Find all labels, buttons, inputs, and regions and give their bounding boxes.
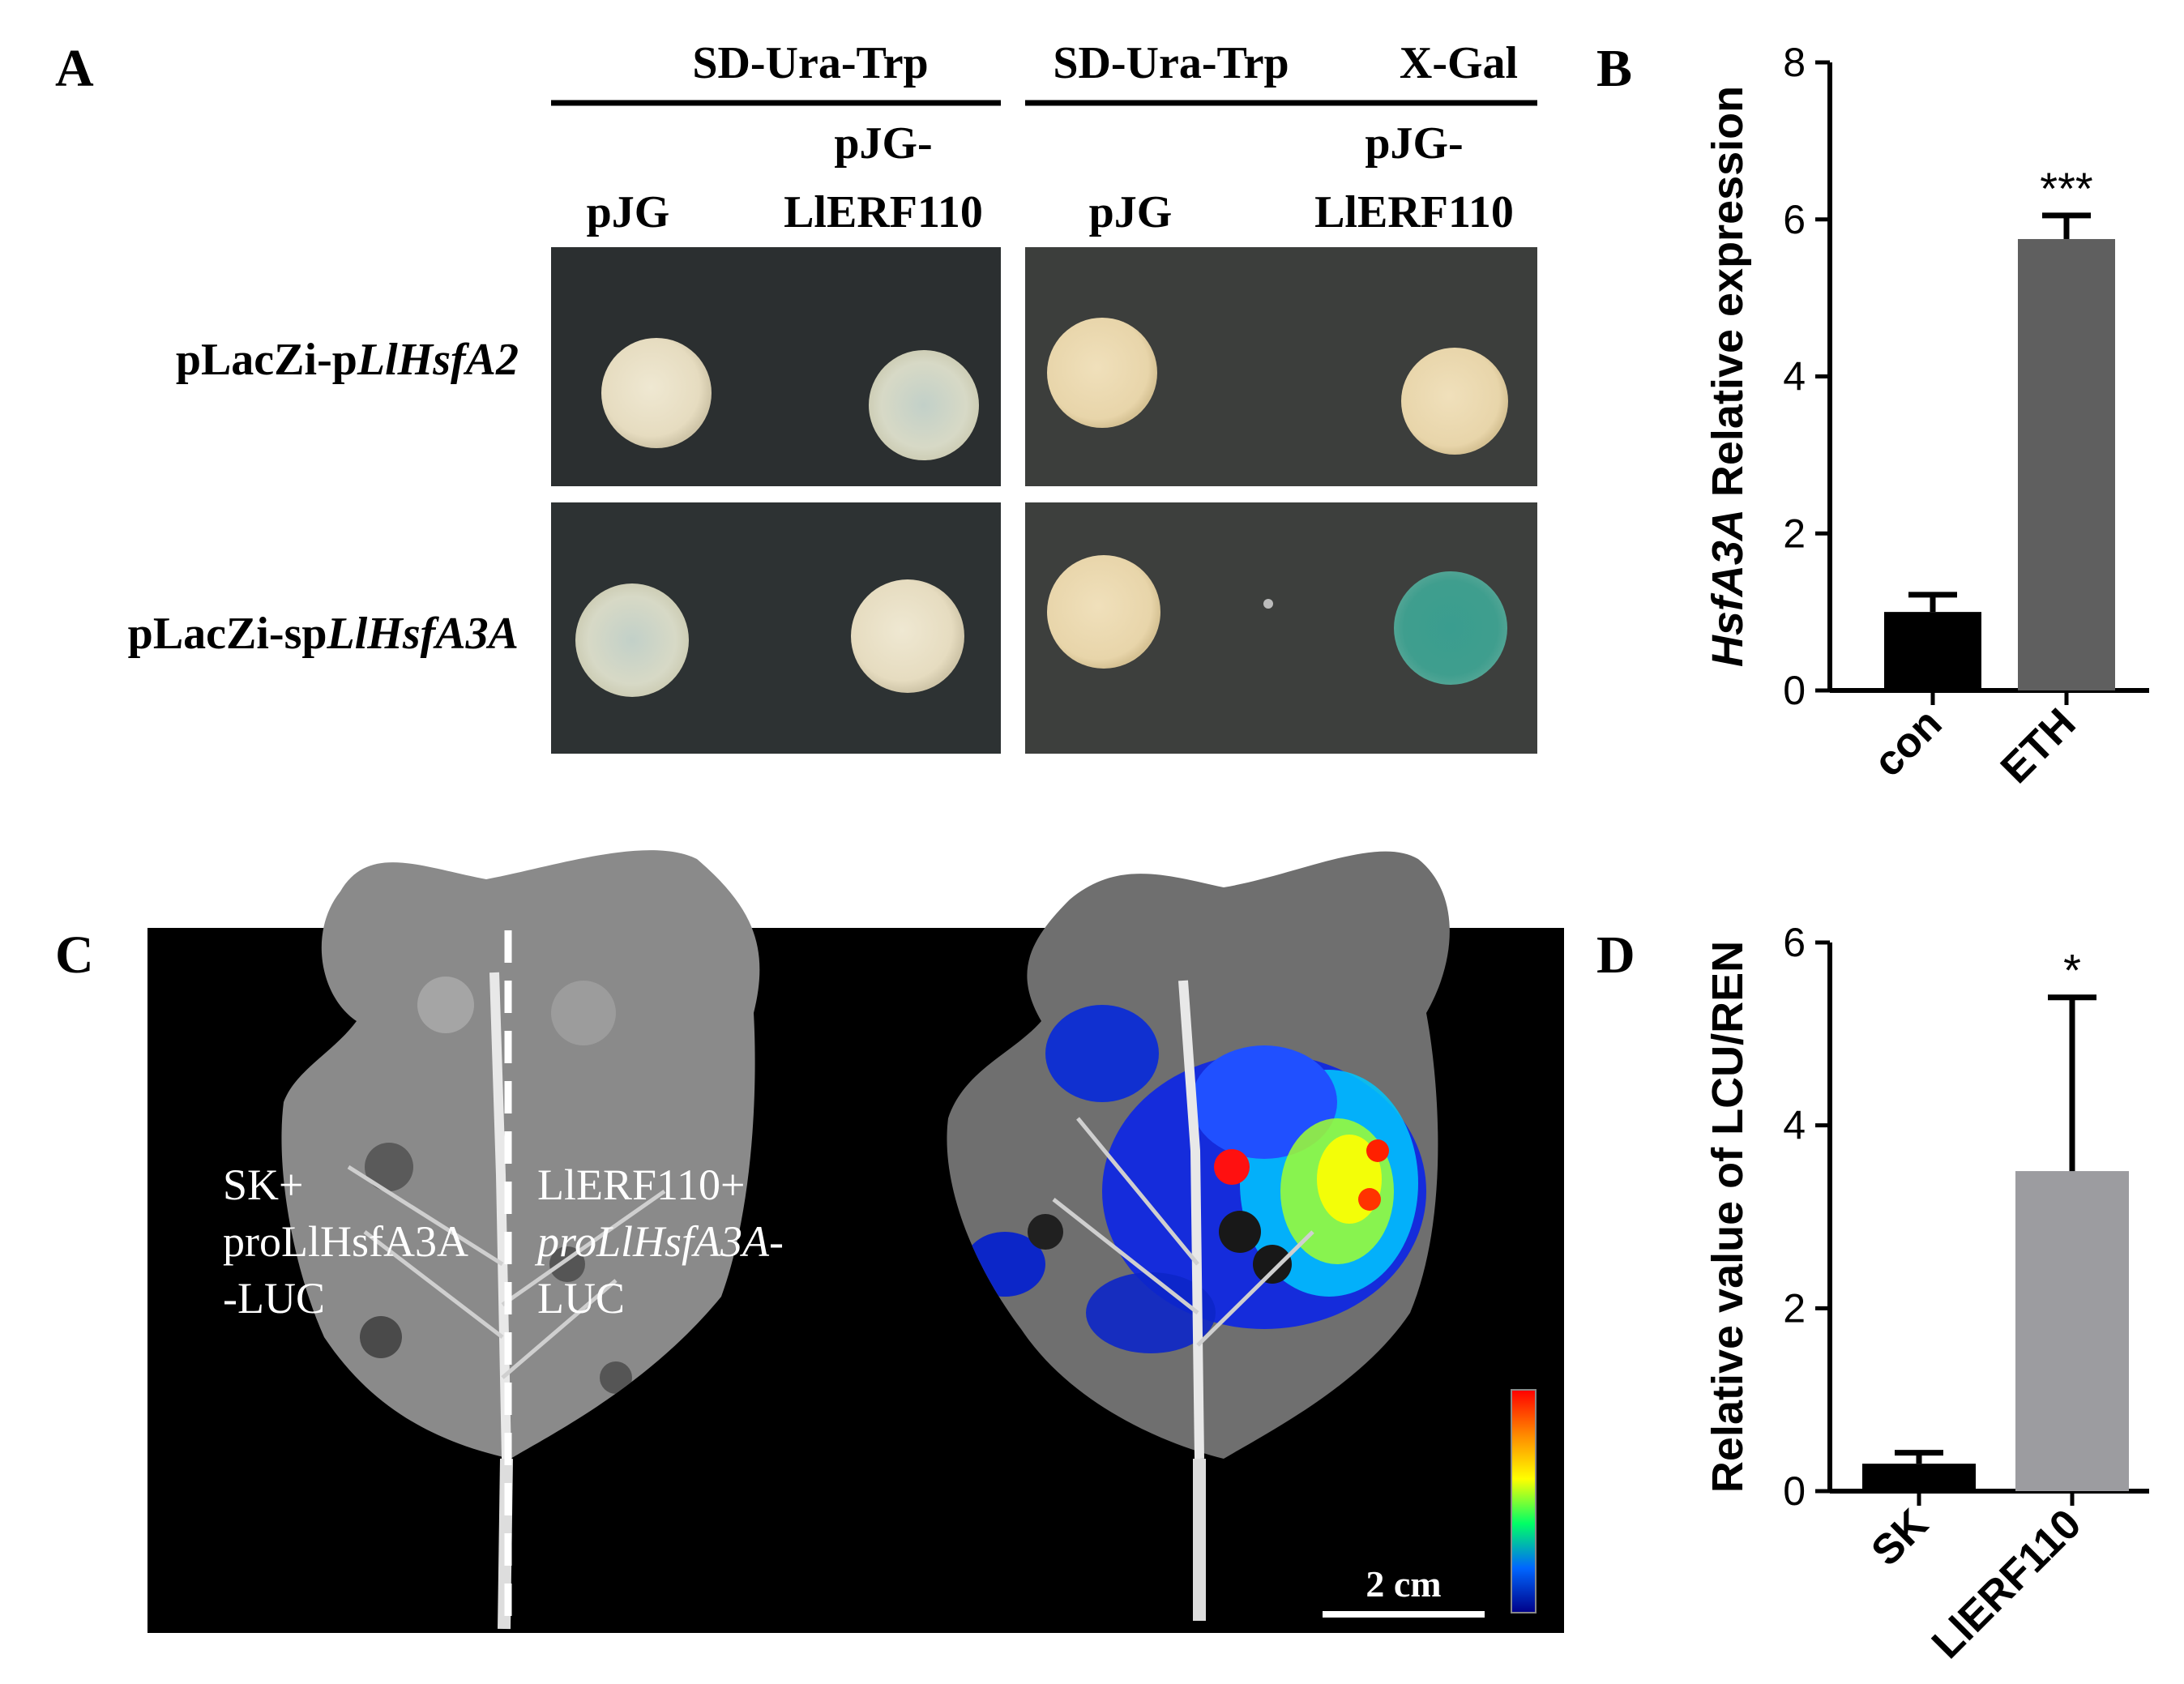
chart-b: 0 2 4 6 8 HsfA3A Relative expression con *** ETH xyxy=(1703,40,2149,793)
y-axis-label: HsfA3A Relative expression xyxy=(1703,86,1752,667)
left-construct-line1: SK+ xyxy=(223,1160,303,1209)
column-header-1: pJG xyxy=(587,187,670,237)
colony-r1-xgal-pjg xyxy=(1047,318,1157,428)
column-header-3: pJG xyxy=(1089,187,1173,237)
leaf-left-texture xyxy=(360,977,632,1394)
medium-extra-label: X-Gal xyxy=(1400,38,1518,88)
luminescence-color-scale xyxy=(1511,1389,1536,1613)
significance-mark: *** xyxy=(2040,163,2092,214)
right-construct-line3: LUC xyxy=(537,1274,625,1323)
y-tick-label: 8 xyxy=(1783,40,1806,85)
bar-sk xyxy=(1862,1464,1976,1491)
medium-label-2: SD-Ura-Trp xyxy=(1053,38,1289,88)
colony-r1-pjg xyxy=(601,338,712,448)
leaf-right-midrib xyxy=(1178,980,1204,1460)
x-tick-label: LlERF110 xyxy=(1923,1500,2091,1668)
bar-llerf110 xyxy=(2015,1171,2129,1491)
right-construct-line1: LlERF110+ xyxy=(537,1160,745,1209)
y-tick-label: 6 xyxy=(1783,197,1806,242)
significance-mark: * xyxy=(2063,945,2081,996)
y-tick-label: 4 xyxy=(1783,354,1806,400)
y-axis-label: Relative value of LCU/REN xyxy=(1703,941,1752,1493)
scale-bar-label: 2 cm xyxy=(1366,1563,1441,1605)
x-tick-label: SK xyxy=(1862,1500,1937,1575)
bar-con xyxy=(1884,612,1981,690)
chart-d: 0 2 4 6 Relative value of LCU/REN SK * LlERF110 xyxy=(1703,920,2149,1668)
x-tick-label: ETH xyxy=(1992,699,2085,793)
colony-r1-xgal-pjg-llerf110 xyxy=(1401,348,1508,455)
y-tick-label: 0 xyxy=(1783,668,1806,713)
y-tick-label: 2 xyxy=(1783,1285,1806,1331)
colony-r2-pjg xyxy=(575,583,689,697)
medium-label-1: SD-Ura-Trp xyxy=(692,38,928,88)
colony-r2-pjg-llerf110 xyxy=(851,579,964,693)
y-tick-label: 4 xyxy=(1783,1103,1806,1148)
row-label-2: pLacZi-spLlHsfA3A xyxy=(128,609,519,659)
colony-r1-pjg-llerf110 xyxy=(869,350,979,460)
luc-signal xyxy=(964,1005,1426,1353)
panel-label-c: C xyxy=(55,925,94,985)
y-tick-label: 2 xyxy=(1783,511,1806,556)
panel-c: SK+ proLlHsfA3A -LUC LlERF110+ proLlHsfA… xyxy=(147,850,1564,1633)
y-tick-label: 0 xyxy=(1783,1468,1806,1514)
plate-speck xyxy=(1263,599,1273,609)
bar-eth xyxy=(2018,238,2115,690)
left-construct-line2: proLlHsfA3A xyxy=(223,1217,468,1266)
panel-label-b: B xyxy=(1596,39,1632,98)
panel-label-d: D xyxy=(1596,925,1635,985)
panel-label-a: A xyxy=(55,39,94,98)
colony-r2-xgal-pjg xyxy=(1047,555,1160,669)
colony-r2-xgal-pjg-llerf110 xyxy=(1394,571,1507,685)
column-header-2-line2: LlERF110 xyxy=(784,187,983,237)
y-tick-label: 6 xyxy=(1783,920,1806,965)
column-header-4-line1: pJG- xyxy=(1365,118,1463,169)
column-header-4-line2: LlERF110 xyxy=(1314,187,1514,237)
left-construct-line3: -LUC xyxy=(223,1274,325,1323)
right-construct-line2: proLlHsfA3A- xyxy=(534,1217,784,1266)
leaf-left-veins xyxy=(347,1165,666,1379)
leaf-left xyxy=(281,850,760,1459)
x-tick-label: con xyxy=(1865,699,1951,785)
row-label-1: pLacZi-pLlHsfA2 xyxy=(176,335,519,385)
panel-a: SD-Ura-Trp SD-Ura-Trp X-Gal pJG pJG- LlE… xyxy=(128,38,1537,754)
leaf-right-veins xyxy=(1052,1117,1314,1347)
column-header-2-line1: pJG- xyxy=(834,118,932,169)
